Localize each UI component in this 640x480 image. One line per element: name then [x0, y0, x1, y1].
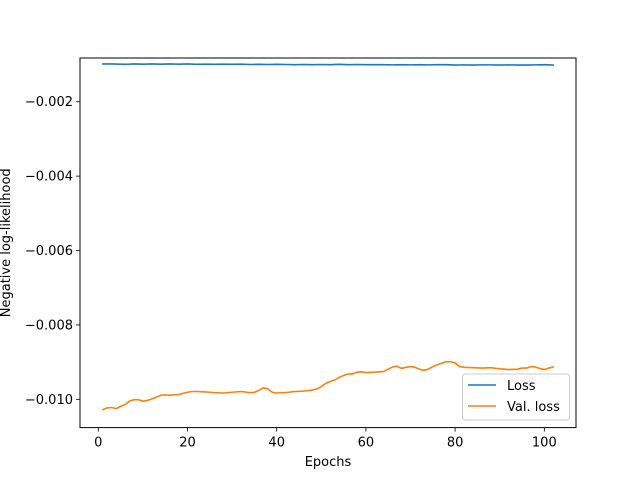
y-tick-label: −0.002	[25, 95, 73, 110]
y-tick-label: −0.008	[25, 318, 73, 333]
x-tick-label: 80	[447, 436, 464, 451]
legend: Loss Val. loss	[462, 373, 570, 421]
y-axis-label: Negative log-likelihood	[0, 168, 14, 317]
y-tick-label: −0.010	[25, 393, 73, 408]
x-axis: 0 20 40 60 80 100	[94, 427, 557, 451]
x-tick-label: 60	[358, 436, 375, 451]
legend-label-val-loss: Val. loss	[507, 400, 560, 415]
x-tick-label: 0	[94, 436, 102, 451]
x-axis-label: Epochs	[305, 455, 352, 470]
x-tick-label: 100	[532, 436, 557, 451]
y-tick-label: −0.006	[25, 244, 73, 259]
series-line-loss	[101, 63, 555, 66]
series-line-val-loss	[101, 360, 555, 411]
y-axis: −0.002 −0.004 −0.006 −0.008 −0.010	[25, 95, 80, 408]
x-tick-label: 20	[179, 436, 196, 451]
x-tick-label: 40	[268, 436, 285, 451]
y-tick-label: −0.004	[25, 170, 73, 185]
axes-frame	[79, 57, 577, 429]
plot-area-series	[101, 63, 555, 411]
legend-label-loss: Loss	[507, 379, 536, 394]
